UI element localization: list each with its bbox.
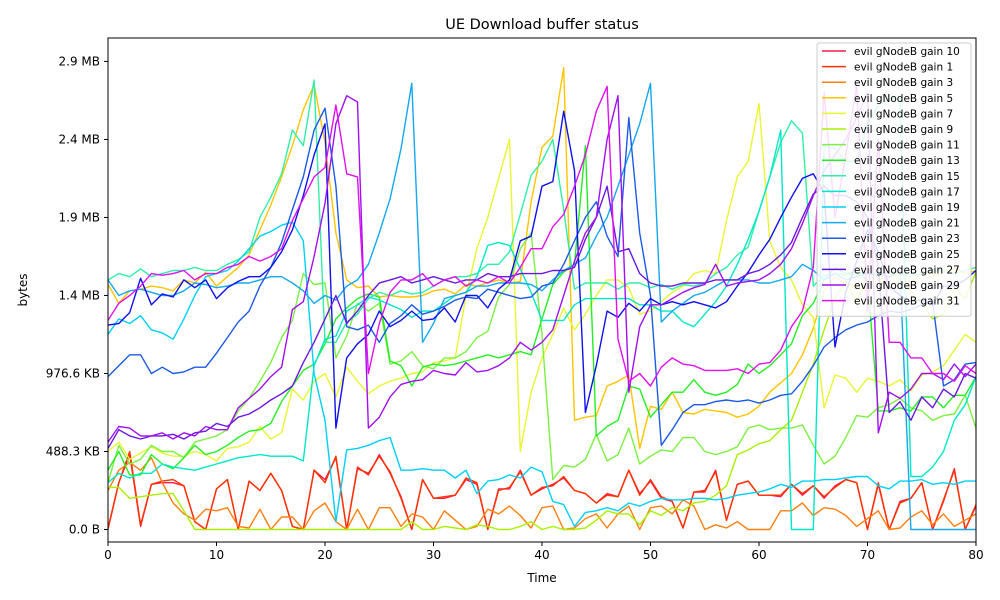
legend-label: evil gNodeB gain 19 — [854, 202, 960, 214]
legend-label: evil gNodeB gain 3 — [854, 77, 953, 89]
y-tick-label: 976.6 KB — [46, 366, 100, 380]
legend-label: evil gNodeB gain 7 — [854, 108, 953, 120]
x-tick-label: 30 — [426, 548, 441, 562]
legend-label: evil gNodeB gain 11 — [854, 140, 960, 152]
legend-label: evil gNodeB gain 17 — [854, 186, 960, 198]
y-tick-label: 488.3 KB — [46, 444, 100, 458]
legend-label: evil gNodeB gain 25 — [854, 249, 960, 261]
x-axis-label: Time — [526, 571, 556, 585]
legend-label: evil gNodeB gain 29 — [854, 280, 960, 292]
x-tick-label: 40 — [534, 548, 549, 562]
x-tick-label: 0 — [104, 548, 112, 562]
y-tick-label: 2.4 MB — [59, 132, 100, 146]
legend-box — [816, 42, 972, 317]
legend-label: evil gNodeB gain 15 — [854, 171, 960, 183]
y-axis-label: bytes — [16, 273, 30, 306]
y-axis: 0.0 B 488.3 KB 976.6 KB 1.4 MB 1.9 MB 2.4 MB 2… — [46, 54, 108, 537]
legend: evil gNodeB gain 10 evil gNodeB gain 1 evi… — [816, 42, 972, 317]
legend-label: evil gNodeB gain 5 — [854, 93, 953, 105]
y-tick-label: 2.9 MB — [59, 54, 100, 68]
x-tick-label: 80 — [968, 548, 983, 562]
legend-label: evil gNodeB gain 23 — [854, 233, 960, 245]
x-axis: 0 10 20 30 40 50 60 70 80 — [104, 542, 984, 562]
series-line-evil-gnodeb-gain-11 — [108, 232, 976, 483]
y-tick-label: 1.9 MB — [59, 210, 100, 224]
chart-title: UE Download buffer status — [445, 17, 639, 33]
y-tick-label: 0.0 B — [69, 523, 100, 537]
legend-label: evil gNodeB gain 27 — [854, 264, 960, 276]
x-tick-label: 10 — [209, 548, 224, 562]
legend-label: evil gNodeB gain 13 — [854, 155, 960, 167]
x-tick-label: 20 — [317, 548, 332, 562]
legend-label: evil gNodeB gain 21 — [854, 218, 960, 230]
x-tick-label: 70 — [860, 548, 875, 562]
series-line-evil-gnodeb-gain-7 — [108, 102, 976, 462]
x-tick-label: 50 — [643, 548, 658, 562]
series-line-evil-gnodeb-gain-1 — [108, 450, 976, 531]
y-tick-label: 1.4 MB — [59, 288, 100, 302]
x-tick-label: 60 — [751, 548, 766, 562]
series-line-evil-gnodeb-gain-3 — [108, 457, 976, 531]
legend-label: evil gNodeB gain 10 — [854, 46, 960, 58]
series-line-evil-gnodeb-gain-19 — [108, 221, 976, 528]
legend-label: evil gNodeB gain 9 — [854, 124, 953, 136]
legend-label: evil gNodeB gain 31 — [854, 296, 960, 308]
series-line-evil-gnodeb-gain-23 — [108, 107, 976, 446]
legend-label: evil gNodeB gain 1 — [854, 62, 953, 74]
